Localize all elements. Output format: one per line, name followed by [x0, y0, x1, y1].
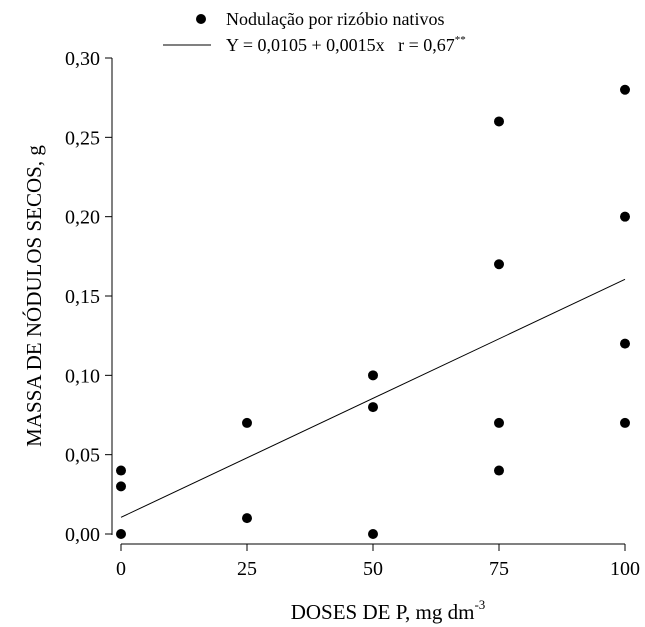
x-tick-label: 25	[237, 558, 257, 580]
x-axis-label-superscript: -3	[474, 597, 485, 612]
x-tick-label: 50	[363, 558, 383, 580]
data-point	[242, 513, 252, 524]
legend-line-label: Y = 0,0105 + 0,0015x r = 0,67**	[226, 34, 466, 55]
legend-points-label: Nodulação por rizóbio nativos	[226, 9, 444, 29]
x-axis-label-text: DOSES DE P, mg dm	[291, 600, 475, 624]
y-tick-label: 0,05	[65, 445, 100, 467]
data-points	[116, 84, 630, 539]
y-tick-label: 0,15	[65, 286, 100, 308]
data-point	[620, 417, 630, 428]
y-axis-ticks: 0,00 0,05 0,10 0,15 0,20 0,25 0,30	[65, 48, 112, 546]
x-tick-label: 0	[116, 558, 126, 580]
legend: Nodulação por rizóbio nativos Y = 0,0105…	[163, 9, 466, 55]
y-tick-label: 0,20	[65, 207, 100, 229]
y-tick-label: 0,10	[65, 365, 100, 387]
x-tick-label: 75	[489, 558, 509, 580]
regression-line-group	[120, 278, 626, 518]
legend-line-label-superscript: **	[455, 34, 466, 46]
data-point	[242, 417, 252, 428]
data-point	[620, 338, 630, 349]
legend-point-marker	[196, 14, 206, 24]
legend-line-label-text: Y = 0,0105 + 0,0015x r = 0,67	[226, 35, 455, 55]
x-axis-label: DOSES DE P, mg dm-3	[291, 597, 486, 624]
axes: 0,00 0,05 0,10 0,15 0,20 0,25 0,30 0 25 50 75 100	[65, 48, 640, 580]
data-point	[368, 370, 378, 381]
data-point	[116, 529, 126, 539]
data-point	[494, 417, 504, 428]
y-tick-label: 0,30	[65, 48, 100, 70]
regression-line	[120, 278, 626, 518]
data-point	[368, 402, 378, 413]
y-axis-label: MASSA DE NÓDULOS SECOS, g	[22, 145, 46, 447]
data-point	[494, 259, 504, 270]
y-tick-label: 0,00	[65, 524, 100, 546]
data-point	[494, 465, 504, 476]
data-point	[494, 116, 504, 127]
data-point	[368, 529, 378, 539]
data-point	[620, 84, 630, 95]
x-tick-label: 100	[610, 558, 640, 580]
data-point	[620, 211, 630, 222]
y-tick-label: 0,25	[65, 127, 100, 149]
x-axis-ticks: 0 25 50 75 100	[116, 544, 640, 580]
data-point	[116, 481, 126, 492]
data-point	[116, 465, 126, 476]
